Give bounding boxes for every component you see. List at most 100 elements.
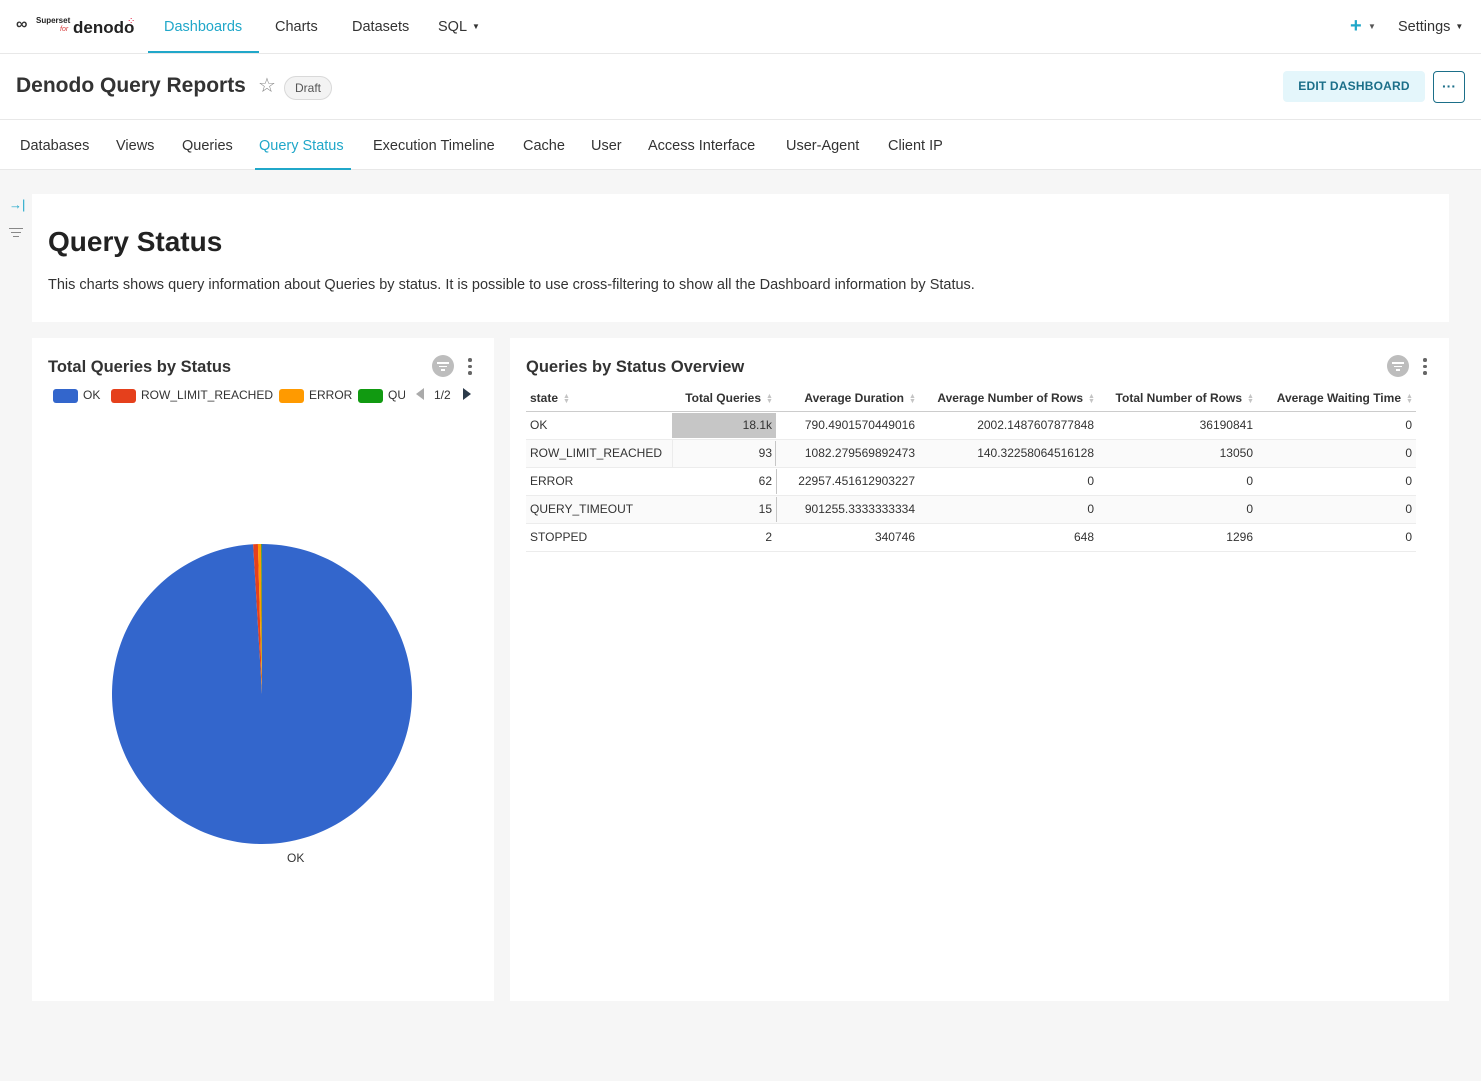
cell-average-rows[interactable]: 648: [919, 523, 1098, 552]
cell-average-rows[interactable]: 0: [919, 495, 1098, 524]
tab-execution-timeline[interactable]: Execution Timeline: [373, 138, 495, 154]
logo-for-text: for: [60, 26, 69, 33]
infinity-logo-icon: ∞: [16, 16, 28, 33]
legend-prev-icon[interactable]: [416, 388, 424, 400]
cell-average-duration[interactable]: 1082.279569892473: [776, 439, 919, 468]
filter-icon[interactable]: [9, 227, 23, 239]
tab-client-ip[interactable]: Client IP: [888, 138, 943, 154]
tab-cache[interactable]: Cache: [523, 138, 565, 154]
nav-sql[interactable]: SQL ▼: [438, 0, 480, 54]
column-header-label: Total Number of Rows: [1115, 390, 1242, 405]
cell-total-rows[interactable]: 0: [1098, 467, 1257, 496]
superset-denodo-logo[interactable]: ∞ Superset for denodo ⁘: [16, 14, 140, 38]
table-row[interactable]: QUERY_TIMEOUT 15 901255.3333333334 0 0 0: [526, 495, 1416, 524]
legend-swatch: [53, 389, 78, 403]
draft-badge[interactable]: Draft: [284, 76, 333, 100]
legend-page-indicator: 1/2: [434, 388, 451, 402]
legend-label: QUERY_TIMEOUT: [388, 388, 405, 402]
column-header-average-waiting-time[interactable]: Average Waiting Time ▲ ▼: [1257, 385, 1416, 412]
tab-user[interactable]: User: [591, 138, 622, 154]
top-navbar: ∞ Superset for denodo ⁘ Dashboards Chart…: [0, 0, 1481, 54]
cell-state[interactable]: STOPPED: [526, 523, 672, 552]
column-header-state[interactable]: state ▲ ▼: [526, 385, 672, 412]
table-row[interactable]: STOPPED 2 340746 648 1296 0: [526, 523, 1416, 552]
column-header-average-duration[interactable]: Average Duration ▲ ▼: [776, 385, 919, 412]
cell-total-rows[interactable]: 1296: [1098, 523, 1257, 552]
cell-total-rows[interactable]: 0: [1098, 495, 1257, 524]
cell-average-duration[interactable]: 790.4901570449016: [776, 411, 919, 440]
cell-average-duration[interactable]: 22957.451612903227: [776, 467, 919, 496]
column-header-average-number-of-rows[interactable]: Average Number of Rows ▲ ▼: [919, 385, 1098, 412]
column-header-label: Total Queries: [685, 390, 761, 405]
cell-average-waiting-time[interactable]: 0: [1257, 523, 1416, 552]
status-table: state ▲ ▼ Total Queries ▲ ▼ Average Duration…: [526, 385, 1416, 552]
table-row[interactable]: ERROR 62 22957.451612903227 0 0 0: [526, 467, 1416, 496]
pie-chart-card: Total Queries by Status OK ROW_LIMIT_REA…: [32, 338, 494, 1001]
nav-datasets[interactable]: Datasets: [352, 19, 410, 35]
plus-icon[interactable]: +: [1350, 15, 1362, 37]
column-header-label: Average Waiting Time: [1276, 390, 1401, 405]
pie-slice-error[interactable]: [257, 544, 262, 694]
filter-icon[interactable]: [432, 355, 454, 377]
cell-total-queries[interactable]: 2: [672, 523, 776, 552]
sort-icon: ▲ ▼: [1247, 392, 1254, 405]
cell-average-waiting-time[interactable]: 0: [1257, 439, 1416, 468]
cell-state[interactable]: QUERY_TIMEOUT: [526, 495, 672, 524]
tab-queries[interactable]: Queries: [182, 138, 233, 154]
more-options-button[interactable]: ···: [1433, 71, 1465, 103]
cell-value: 2: [765, 530, 772, 544]
cell-average-rows[interactable]: 140.32258064516128: [919, 439, 1098, 468]
cell-average-rows[interactable]: 0: [919, 467, 1098, 496]
star-icon[interactable]: ☆: [258, 75, 276, 97]
cell-state[interactable]: ERROR: [526, 467, 672, 496]
dashboard-title[interactable]: Denodo Query Reports: [16, 74, 246, 97]
cell-total-queries[interactable]: 93: [672, 439, 776, 468]
filter-icon[interactable]: [1387, 355, 1409, 377]
cell-average-waiting-time[interactable]: 0: [1257, 467, 1416, 496]
cell-total-rows[interactable]: 13050: [1098, 439, 1257, 468]
logo-superset-text: Superset: [36, 16, 71, 25]
table-row[interactable]: OK 18.1k 790.4901570449016 2002.14876078…: [526, 411, 1416, 440]
expand-right-icon[interactable]: →|: [9, 197, 26, 212]
tab-access-interface[interactable]: Access Interface: [648, 138, 756, 154]
pie-slice-ok[interactable]: [111, 544, 412, 844]
cell-total-queries[interactable]: 62: [672, 467, 776, 496]
tab-databases[interactable]: Databases: [20, 138, 90, 154]
legend-swatch: [279, 389, 304, 403]
cell-average-waiting-time[interactable]: 0: [1257, 411, 1416, 440]
chevron-down-icon[interactable]: ▼: [1368, 22, 1376, 31]
pie-slice-query-timeout[interactable]: [261, 544, 262, 694]
cell-average-rows[interactable]: 2002.1487607877848: [919, 411, 1098, 440]
cell-total-rows[interactable]: 36190841: [1098, 411, 1257, 440]
cell-state[interactable]: OK: [526, 411, 672, 440]
total-queries-bar: [775, 440, 776, 466]
tab-user-agent[interactable]: User-Agent: [786, 138, 860, 154]
tab-query-status[interactable]: Query Status: [259, 138, 344, 154]
table-row[interactable]: ROW_LIMIT_REACHED 93 1082.279569892473 1…: [526, 439, 1416, 468]
column-header-label: Average Duration: [804, 390, 904, 405]
cell-average-duration[interactable]: 901255.3333333334: [776, 495, 919, 524]
tab-views[interactable]: Views: [116, 138, 155, 154]
nav-settings[interactable]: Settings ▼: [1398, 0, 1463, 54]
column-header-total-queries[interactable]: Total Queries ▲ ▼: [672, 385, 776, 412]
kebab-icon[interactable]: [1423, 358, 1427, 378]
cell-value: 18.1k: [742, 418, 772, 432]
cell-total-queries[interactable]: 18.1k: [672, 411, 776, 440]
sort-icon: ▲ ▼: [563, 392, 570, 405]
cell-state[interactable]: ROW_LIMIT_REACHED: [526, 439, 673, 468]
legend-label: OK: [83, 388, 101, 402]
nav-charts[interactable]: Charts: [275, 19, 318, 35]
edit-dashboard-button[interactable]: EDIT DASHBOARD: [1283, 71, 1425, 102]
cell-total-queries[interactable]: 15: [672, 495, 776, 524]
intro-description: This charts shows query information abou…: [48, 277, 975, 293]
column-header-label: state: [530, 390, 559, 405]
sort-icon: ▲ ▼: [909, 392, 916, 405]
cell-average-waiting-time[interactable]: 0: [1257, 495, 1416, 524]
pie-slice-row-limit-reached[interactable]: [253, 544, 262, 694]
column-header-total-number-of-rows[interactable]: Total Number of Rows ▲ ▼: [1098, 385, 1257, 412]
kebab-icon[interactable]: [468, 358, 472, 378]
nav-dashboards[interactable]: Dashboards: [164, 19, 243, 35]
cell-average-duration[interactable]: 340746: [776, 523, 919, 552]
legend-next-icon[interactable]: [463, 388, 471, 400]
cell-value: 93: [758, 446, 772, 460]
